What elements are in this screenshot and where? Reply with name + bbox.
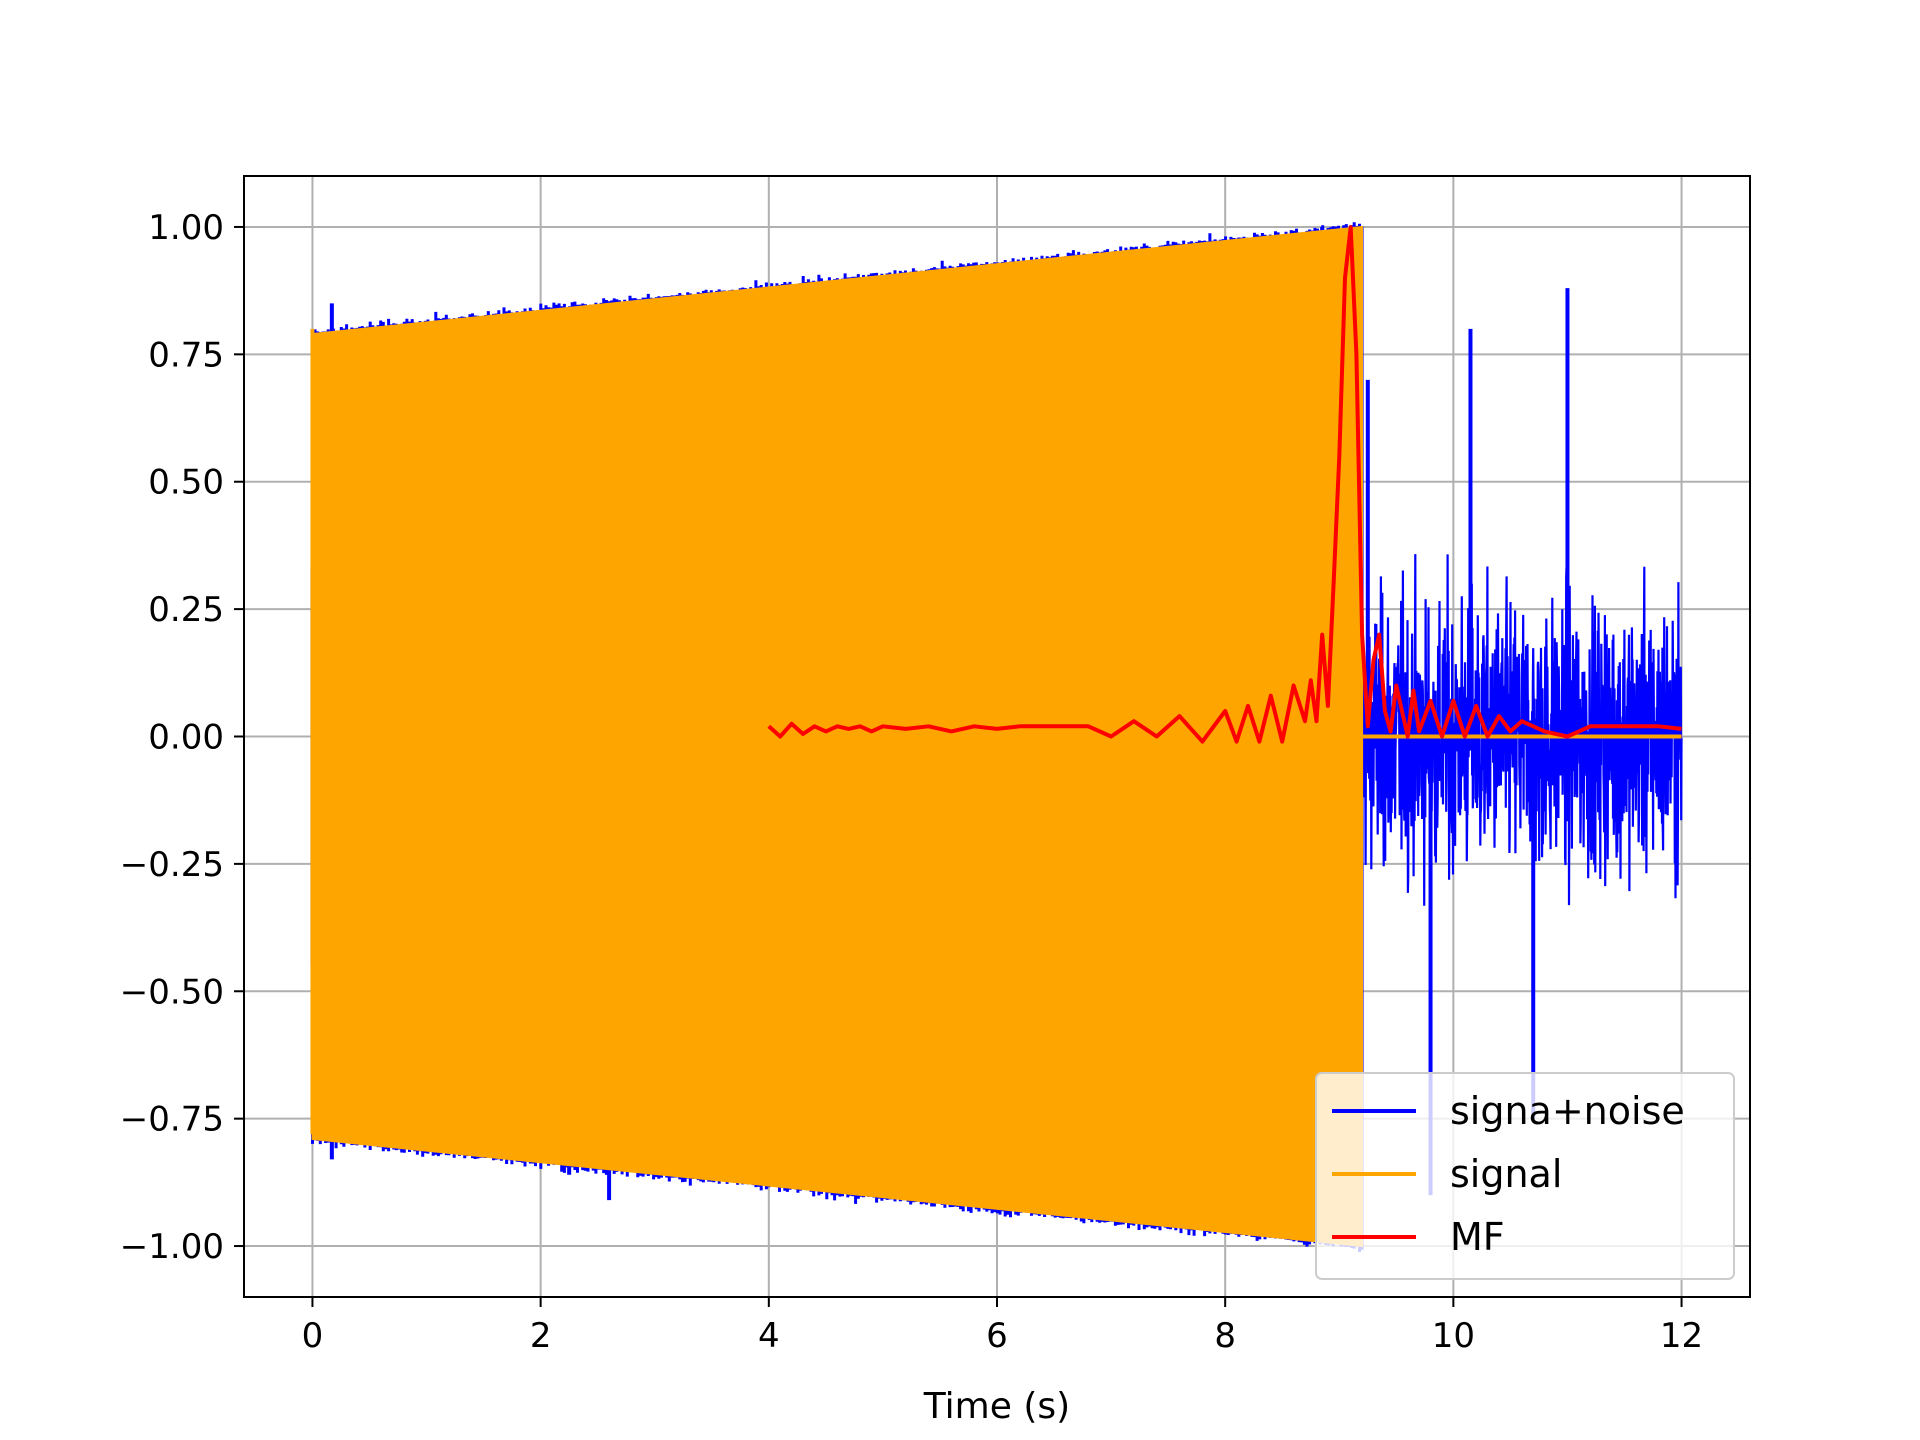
y-tick-label: −1.00 bbox=[120, 1227, 224, 1267]
x-tick-label: 8 bbox=[1214, 1316, 1236, 1356]
x-tick-label: 10 bbox=[1432, 1316, 1475, 1356]
y-tick-label: −0.50 bbox=[120, 972, 224, 1012]
series-signa-noise-line bbox=[1361, 554, 1683, 906]
series-signal bbox=[310, 225, 1682, 1248]
x-tick-label: 6 bbox=[986, 1316, 1008, 1356]
legend-label: signa+noise bbox=[1450, 1089, 1685, 1133]
x-tick-label: 12 bbox=[1660, 1316, 1703, 1356]
y-tick-label: 0.50 bbox=[148, 463, 224, 503]
y-axis-ticks: 1.00 0.75 0.50 0.25 0.00 −0.25 −0.50 −0.75 −1.00 bbox=[120, 208, 244, 1267]
y-tick-label: 1.00 bbox=[148, 208, 224, 248]
x-axis-label: Time (s) bbox=[923, 1386, 1070, 1427]
x-tick-label: 4 bbox=[758, 1316, 780, 1356]
x-tick-label: 2 bbox=[530, 1316, 552, 1356]
y-tick-label: 0.00 bbox=[148, 718, 224, 758]
legend: signa+noise signal MF bbox=[1315, 1072, 1735, 1280]
y-tick-label: 0.75 bbox=[148, 335, 224, 375]
series-mf-line bbox=[767, 225, 1682, 744]
legend-box bbox=[1315, 1072, 1735, 1280]
plot-area bbox=[310, 222, 1683, 1252]
y-tick-label: −0.25 bbox=[120, 845, 224, 885]
legend-label: MF bbox=[1450, 1215, 1505, 1259]
y-tick-label: 0.25 bbox=[148, 590, 224, 630]
x-axis-ticks: 0 2 4 6 8 10 12 bbox=[302, 1297, 1703, 1356]
x-tick-label: 0 bbox=[302, 1316, 324, 1356]
series-mf bbox=[767, 225, 1682, 744]
legend-label: signal bbox=[1450, 1152, 1562, 1196]
y-tick-label: −0.75 bbox=[120, 1100, 224, 1140]
